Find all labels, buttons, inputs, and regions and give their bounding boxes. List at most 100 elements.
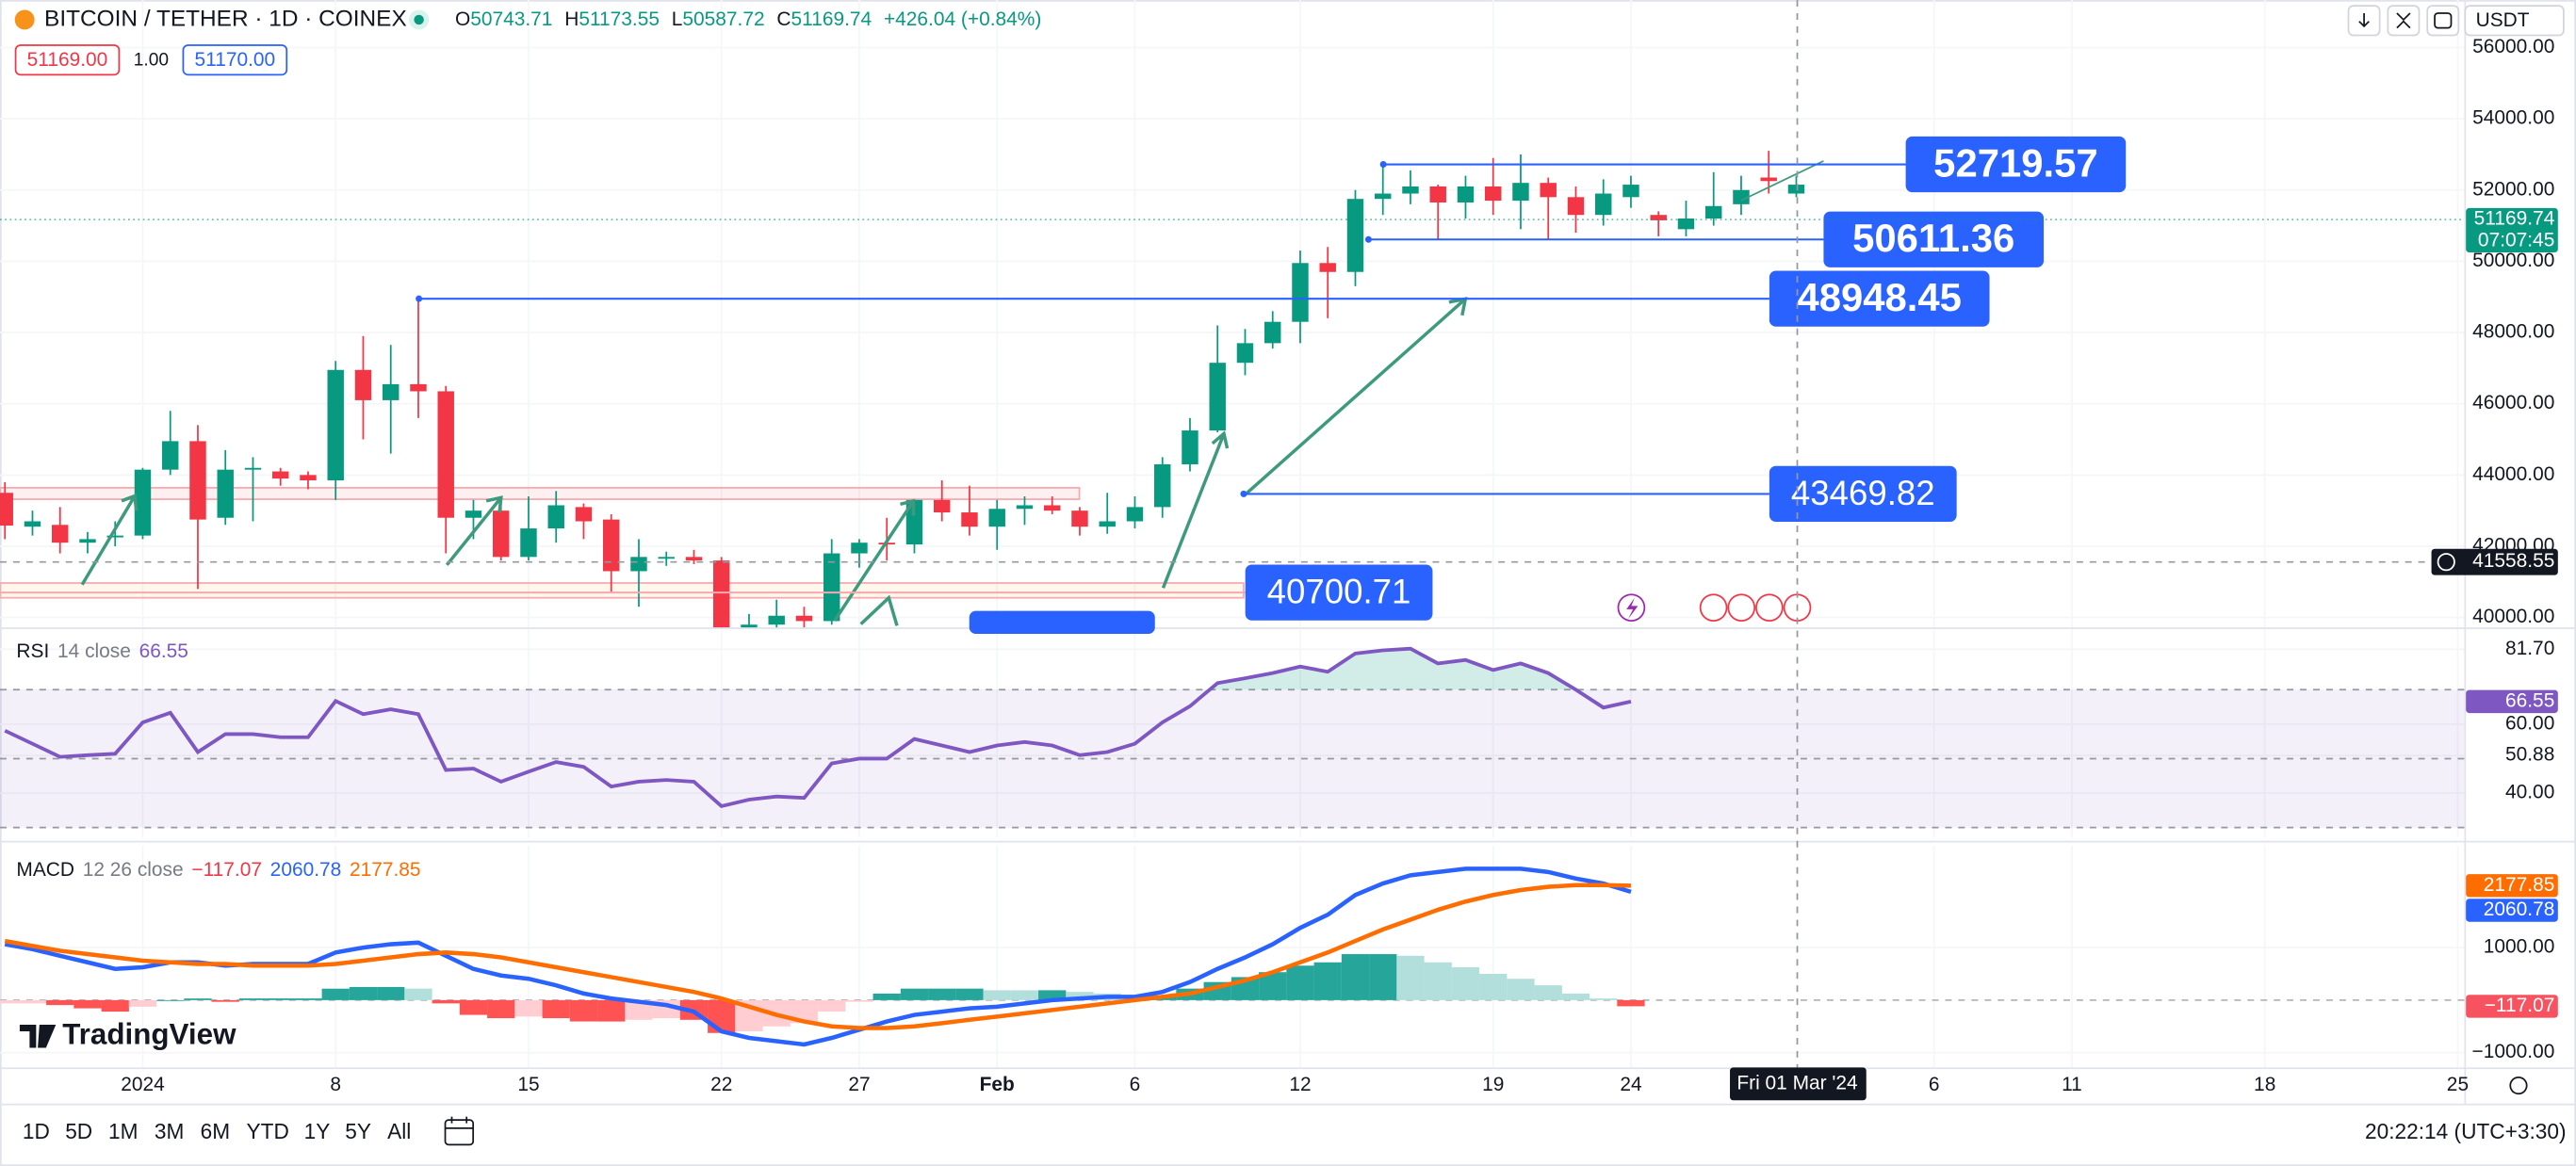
settings-button[interactable]: [2509, 1076, 2528, 1095]
crosshair-plus[interactable]: [2437, 553, 2455, 572]
event-flag[interactable]: [1699, 593, 1728, 622]
sell-button[interactable]: [14, 44, 121, 76]
level-label-bg[interactable]: [1823, 211, 2045, 267]
y-tick-label: 81.70: [2505, 638, 2554, 659]
buy-button[interactable]: [182, 44, 288, 76]
macd-histogram-bar: [73, 999, 102, 1009]
y-tick-label: 52000.00: [2472, 178, 2554, 200]
ohlc-key: L: [672, 8, 683, 29]
x-tick-label: 18: [2254, 1074, 2275, 1095]
range-button[interactable]: 5Y: [345, 1119, 371, 1143]
level-label: 40700.71: [1267, 573, 1411, 611]
y-tick-label: 56000.00: [2472, 36, 2554, 57]
candle-body: [741, 624, 758, 628]
x-tick-label: 27: [848, 1074, 870, 1095]
macd-legend: MACD 12 26 close −117.07 2060.78 2177.85: [16, 859, 420, 881]
candle-body: [658, 557, 675, 559]
macd-histogram-bar: [1286, 965, 1314, 1000]
candle-body: [300, 475, 317, 481]
candle-body: [1567, 197, 1585, 216]
level-anchor: [416, 295, 423, 302]
candle-body: [1375, 193, 1392, 200]
macd-histogram-bar: [845, 999, 873, 1002]
level-label-bg[interactable]: [1769, 270, 1990, 327]
macd-histogram-bar: [1010, 990, 1039, 1000]
reset-button[interactable]: [2426, 5, 2460, 37]
range-button[interactable]: All: [387, 1119, 411, 1143]
macd-histogram-bar: [983, 990, 1011, 1000]
range-button[interactable]: 1D: [23, 1119, 50, 1143]
crosshair-date-bg: [1730, 1067, 1867, 1101]
currency-button[interactable]: [2464, 5, 2565, 37]
y-tick-label: 54000.00: [2472, 107, 2554, 129]
candle-body: [244, 467, 262, 470]
x-tick-label: 6: [1929, 1074, 1940, 1095]
range-button[interactable]: 5D: [65, 1119, 92, 1143]
macd-histogram-bar: [1038, 990, 1067, 1000]
candle-body: [934, 499, 951, 513]
buy-price: 51170.00: [195, 49, 276, 71]
level-label-bg[interactable]: [1245, 564, 1433, 621]
candle-body: [0, 493, 13, 526]
event-flag[interactable]: [1727, 593, 1756, 622]
symbol-title[interactable]: BITCOIN / TETHER · 1D · COINEX: [44, 6, 407, 31]
sell-price: 51169.00: [27, 49, 108, 71]
ohlc-key: H: [564, 8, 579, 29]
candle-body: [1733, 189, 1750, 204]
currency: USDT: [2476, 9, 2530, 31]
candle-body: [630, 557, 647, 572]
candle-body: [106, 535, 123, 538]
range-button[interactable]: YTD: [247, 1119, 289, 1143]
candle-body: [823, 553, 840, 622]
candle-body: [1236, 343, 1254, 364]
ohlc-value: 50587.72: [682, 8, 764, 29]
range-button[interactable]: 1Y: [304, 1119, 331, 1143]
candle-body: [272, 471, 289, 479]
range-button[interactable]: 3M: [155, 1119, 184, 1143]
y-tick-label: 50.88: [2505, 744, 2554, 766]
macd-histogram-bar: [267, 998, 295, 1000]
x-tick-label: 24: [1620, 1074, 1642, 1095]
candle-body: [493, 510, 510, 558]
macd-histogram-bar: [18, 999, 47, 1004]
macd-histogram-bar: [1313, 962, 1342, 1000]
macd-histogram-bar: [1341, 954, 1370, 1000]
hidden-label: [969, 610, 1155, 635]
level-label-bg[interactable]: [1905, 136, 2127, 193]
range-button[interactable]: 1M: [108, 1119, 138, 1143]
rsi-legend: RSI 14 close 66.55: [16, 640, 187, 662]
clock[interactable]: 20:22:14 (UTC+3:30): [2365, 1119, 2566, 1143]
candle-body: [79, 539, 96, 543]
candle-body: [1292, 263, 1309, 322]
macd-histogram-bar: [1590, 998, 1618, 1000]
macd-histogram-bar: [1479, 973, 1508, 1000]
macd-histogram-bar: [1424, 962, 1452, 1000]
macd-histogram-bar: [211, 999, 239, 1002]
macd-value-tag-bg: [2466, 874, 2558, 898]
candle-body: [410, 383, 427, 392]
icon: [2434, 12, 2453, 29]
x-tick-label: 15: [517, 1074, 539, 1095]
event-flag[interactable]: [1755, 593, 1784, 622]
macd-value-tag-bg: [2466, 899, 2558, 922]
candle-body: [1622, 185, 1639, 198]
indicator-name: RSI: [16, 640, 49, 662]
countdown: 07:07:45: [2478, 229, 2554, 251]
level-label: 52719.57: [1933, 140, 2097, 185]
level-label-bg[interactable]: [1769, 465, 1957, 523]
candle-body: [1594, 193, 1612, 216]
date-range-button[interactable]: [444, 1119, 475, 1146]
candle-body: [52, 525, 69, 543]
last-price-tag: 51169.74: [2474, 208, 2555, 230]
macd-histogram-bar: [294, 998, 322, 1000]
ohlc-value: 51173.55: [579, 8, 660, 29]
candle-body: [437, 391, 454, 518]
range-button[interactable]: 6M: [201, 1119, 230, 1143]
macd-histogram-bar: [432, 999, 460, 1004]
macd-histogram-bar: [1451, 967, 1480, 1000]
ohlc-key: C: [776, 8, 791, 29]
macd-histogram-bar: [818, 999, 846, 1012]
drawings: [80, 160, 1824, 635]
